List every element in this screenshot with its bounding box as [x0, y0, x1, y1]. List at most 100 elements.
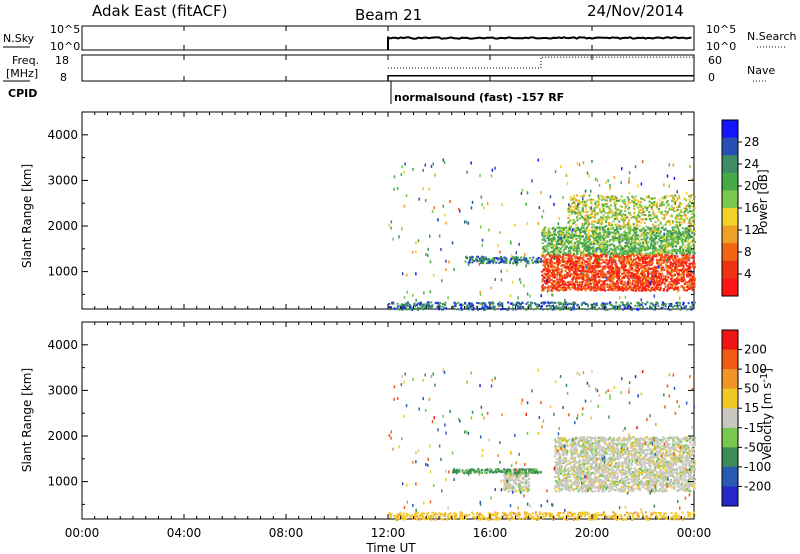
power-cell: [638, 252, 641, 255]
power-cell: [562, 255, 565, 258]
power-cell: [472, 307, 475, 310]
power-cell: [607, 217, 609, 220]
power-cell: [649, 229, 652, 232]
power-cell: [558, 285, 561, 288]
power-cell: [613, 240, 615, 243]
power-cell: [640, 238, 643, 241]
power-cell: [423, 303, 426, 306]
power-cell: [600, 226, 603, 229]
power-cell: [614, 251, 617, 254]
power-cell: [652, 277, 655, 280]
power-cell: [484, 304, 487, 307]
power-cell: [565, 233, 568, 236]
power-cell: [559, 251, 562, 254]
power-cell: [399, 304, 402, 307]
power-cell: [590, 272, 593, 275]
power-cell: [577, 275, 580, 278]
power-cell: [616, 289, 619, 292]
power-cell: [623, 306, 626, 309]
power-cell: [660, 251, 663, 254]
power-cell: [634, 217, 637, 220]
power-cell: [569, 273, 572, 276]
power-cell: [579, 212, 582, 215]
power-cell: [545, 258, 548, 261]
power-cell: [660, 259, 663, 262]
power-cell: [578, 206, 581, 209]
power-cell: [560, 265, 563, 268]
power-cell: [633, 255, 635, 258]
power-cell: [536, 259, 539, 262]
power-cell: [574, 284, 576, 287]
power-cell: [640, 212, 643, 214]
power-cell: [645, 307, 648, 310]
power-cell: [630, 247, 633, 250]
power-cell: [621, 205, 624, 208]
power-cell: [568, 208, 571, 211]
power-cell: [642, 284, 645, 287]
power-cell: [548, 274, 551, 277]
power-cell: [690, 240, 693, 243]
power-cell: [649, 302, 652, 305]
power-cell: [598, 254, 601, 257]
power-cell: [616, 233, 619, 236]
power-cell: [581, 209, 584, 212]
power-cell: [565, 232, 568, 235]
power-cell: [527, 262, 530, 265]
power-cell: [610, 272, 613, 275]
power-cell: [641, 255, 644, 258]
power-cell: [615, 267, 617, 270]
power-cell: [632, 228, 634, 231]
power-cell: [637, 206, 640, 209]
power-cell: [627, 220, 629, 223]
power-cell: [568, 268, 571, 271]
power-cell: [666, 284, 669, 287]
power-cell: [670, 269, 673, 272]
power-cell: [689, 247, 692, 249]
power-cell: [635, 273, 637, 275]
power-cell: [595, 302, 598, 305]
power-cell: [627, 235, 630, 238]
power-cell: [548, 278, 551, 281]
power-cell: [642, 211, 645, 214]
power-cell: [604, 265, 607, 268]
power-cell: [598, 262, 601, 265]
power-cell: [627, 284, 630, 287]
power-cell: [608, 258, 611, 261]
power-cell: [581, 194, 584, 197]
power-cell: [607, 227, 610, 230]
power-cell: [609, 256, 612, 259]
power-cell: [689, 277, 692, 280]
power-cell: [490, 258, 493, 261]
power-cell: [682, 273, 685, 276]
power-cell: [635, 231, 638, 234]
power-cell: [638, 262, 641, 265]
power-cell: [672, 245, 675, 247]
power-cell: [570, 239, 573, 242]
power-cell: [627, 231, 629, 234]
power-cell: [660, 307, 663, 309]
power-cell: [589, 234, 592, 237]
power-cell: [650, 237, 653, 239]
power-cell: [681, 258, 683, 261]
power-cell: [591, 268, 594, 271]
power-cell: [590, 307, 592, 310]
power-cell: [603, 282, 606, 285]
power-cell: [632, 252, 635, 255]
power-cell: [628, 240, 631, 243]
power-cell: [531, 301, 534, 304]
power-cell: [627, 279, 630, 282]
power-cell: [651, 276, 653, 279]
power-cell: [647, 196, 650, 199]
power-cell: [653, 282, 656, 285]
power-cell: [581, 251, 584, 253]
power-cell: [553, 243, 556, 246]
power-cell: [548, 281, 551, 284]
power-cell: [607, 229, 610, 232]
power-cell: [683, 279, 686, 282]
power-cell: [661, 303, 664, 306]
power-cell: [683, 276, 686, 279]
power-cell: [631, 235, 634, 238]
power-cell: [641, 259, 644, 262]
power-cell: [616, 245, 619, 248]
